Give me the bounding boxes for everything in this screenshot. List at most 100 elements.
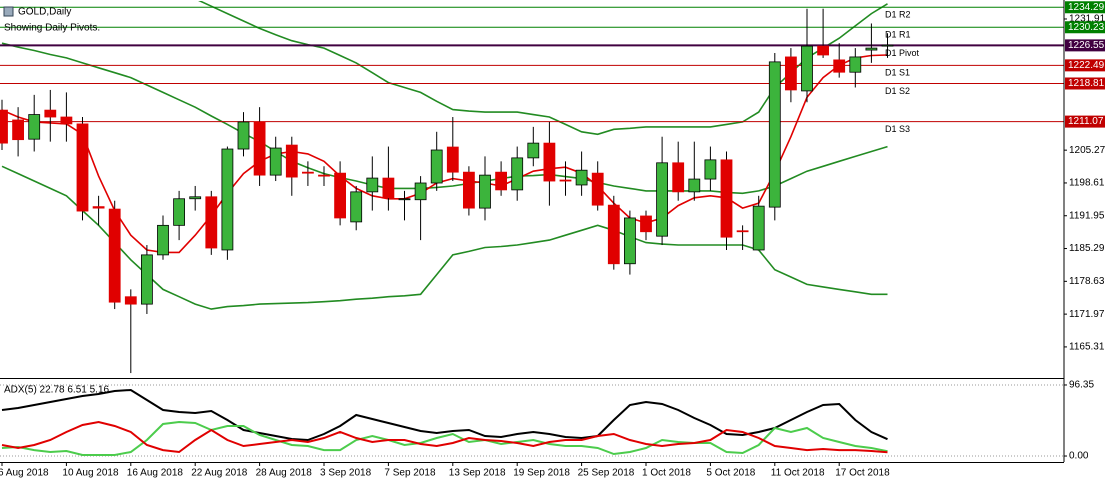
candle-body [44, 109, 57, 118]
overlay-line [1, 42, 888, 195]
y-tick-label: 1191.95 [1069, 210, 1105, 221]
x-tick-label: 5 Oct 2018 [706, 468, 755, 479]
chart-subtitle: Showing Daily Pivots. [4, 23, 100, 34]
y-tick-label: 0.00 [1069, 451, 1089, 462]
x-tick-label: 17 Oct 2018 [835, 468, 890, 479]
price-tag [1065, 115, 1105, 128]
candle-body [720, 159, 733, 238]
candle-body [495, 171, 508, 191]
candle-body [462, 171, 475, 209]
pivot-label: D1 R1 [885, 30, 911, 40]
x-tick-label: 16 Aug 2018 [127, 468, 184, 479]
x-tick-label: 25 Sep 2018 [578, 468, 635, 479]
x-tick-label: 6 Aug 2018 [0, 468, 49, 479]
candle-body [688, 178, 701, 193]
candle-body [559, 179, 572, 182]
candle-body [318, 174, 330, 177]
price-tag-label: 1222.49 [1068, 60, 1105, 71]
price-tag-label: 1218.81 [1068, 78, 1105, 89]
overlay-line [198, 1, 888, 136]
y-tick-label: 1198.61 [1069, 178, 1105, 189]
candle-body [430, 149, 443, 184]
candle-body [656, 162, 668, 237]
candle-body [0, 109, 8, 144]
price-tag [1065, 59, 1105, 72]
candle-body [60, 116, 73, 125]
price-tag-label: 1234.29 [1068, 2, 1105, 13]
candle-body [575, 169, 588, 186]
x-tick-label: 7 Sep 2018 [384, 468, 436, 479]
candle-body [205, 196, 218, 249]
candle-body [28, 114, 41, 140]
candle-body [785, 56, 797, 91]
candle-body [189, 196, 202, 200]
x-tick-label: 11 Oct 2018 [771, 468, 825, 479]
candle-body [768, 61, 781, 208]
pivot-label: D1 Pivot [885, 48, 920, 58]
candle-body [366, 177, 379, 193]
candle-body [607, 204, 620, 265]
candle-body [92, 206, 105, 209]
x-tick-label: 10 Aug 2018 [62, 468, 119, 479]
candle-body [285, 144, 298, 178]
price-tag-label: 1230.23 [1068, 22, 1105, 33]
y-tick-label: 96.35 [1069, 380, 1094, 391]
x-tick-label: 19 Sep 2018 [513, 468, 570, 479]
indicator-line [1, 388, 888, 442]
pivot-label: D1 S1 [885, 68, 910, 78]
pivot-label: D1 S3 [885, 124, 910, 134]
candle-body [881, 44, 894, 47]
candle-body [704, 159, 717, 180]
candle-body [12, 119, 25, 141]
candle-body [124, 296, 137, 305]
candle-body [140, 254, 153, 305]
candle-body [511, 157, 524, 191]
candle-body [817, 45, 829, 56]
indicator-line [1, 420, 888, 454]
candle-body [108, 208, 121, 303]
x-tick-label: 1 Oct 2018 [642, 468, 691, 479]
y-tick-label: 1231.91 [1069, 14, 1106, 25]
price-tag [1065, 1, 1105, 14]
axes: 1231.91 1205.27 1198.61 1191.95 1185.29 1178.… [0, 0, 1106, 463]
x-tick-label: 28 Aug 2018 [256, 468, 313, 479]
candle-body [334, 172, 347, 219]
candle-body [640, 215, 652, 233]
candle-body [849, 56, 862, 73]
price-tag [1065, 21, 1105, 34]
y-tick-label: 1185.29 [1069, 243, 1105, 254]
candle-body [833, 59, 846, 73]
y-tick-label: 1178.63 [1069, 276, 1105, 287]
x-tick-label: 3 Sep 2018 [320, 468, 372, 479]
candle-body [591, 172, 604, 206]
x-tick-label: 22 Aug 2018 [191, 468, 248, 479]
price-tag-label: 1211.07 [1068, 116, 1104, 127]
price-panel [0, 1, 1064, 374]
y-tick-label: 1171.97 [1069, 309, 1105, 320]
candle-body [173, 198, 186, 226]
candle-body [527, 142, 540, 159]
candle-body [543, 142, 556, 182]
price-tag-label: 1226.55 [1068, 40, 1105, 51]
candle-body [157, 224, 169, 256]
y-tick-label: 1205.27 [1069, 145, 1106, 156]
candle-body [479, 174, 491, 209]
candle-body [752, 205, 765, 251]
candle-body [382, 177, 395, 199]
candle-body [398, 198, 411, 201]
y-tick-label: 1165.31 [1069, 342, 1105, 353]
overlay-line [1, 54, 888, 254]
title-block: GOLD,Daily Showing Daily Pivots. ADX(5) … [3, 6, 110, 396]
pivot-label: D1 S2 [885, 86, 910, 96]
candle-body [269, 147, 282, 176]
x-tick-label: 13 Sep 2018 [449, 468, 506, 479]
candle-body [865, 47, 878, 51]
candle-body [801, 45, 813, 92]
candle-body [446, 146, 459, 173]
symbol-icon [3, 6, 14, 17]
candle-body [221, 148, 234, 251]
adx-panel [0, 384, 1064, 457]
candle-body [76, 123, 89, 212]
